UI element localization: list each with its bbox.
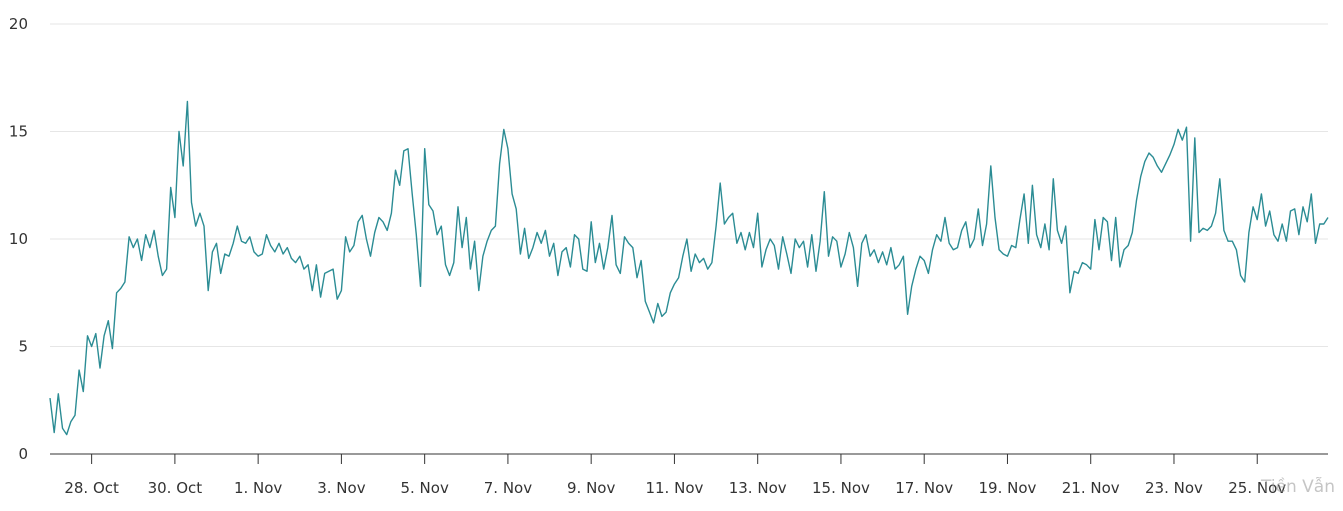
watermark: Tiền Vẫn: [1260, 477, 1335, 497]
x-tick-label: 3. Nov: [317, 479, 365, 497]
x-tick-label: 7. Nov: [484, 479, 532, 497]
x-tick-label: 28. Oct: [64, 479, 119, 497]
x-tick-label: 15. Nov: [812, 479, 870, 497]
x-axis: 28. Oct 30. Oct 1. Nov 3. Nov 5. Nov 7. Nov 9.…: [50, 453, 1328, 497]
x-tick-label: 17. Nov: [895, 479, 953, 497]
y-tick-label: 5: [18, 338, 28, 356]
y-tick-label: 10: [9, 230, 28, 248]
x-tick-label: 13. Nov: [729, 479, 787, 497]
y-axis-labels: 0 5 10 15 20: [9, 15, 28, 463]
grid-layer: [50, 23, 1328, 347]
y-tick-label: 15: [9, 123, 28, 141]
x-tick-label: 25. Nov: [1228, 479, 1286, 497]
x-tick-label: 11. Nov: [645, 479, 703, 497]
x-tick-label: 9. Nov: [567, 479, 615, 497]
y-tick-label: 0: [18, 445, 28, 463]
x-tick-label: 30. Oct: [148, 479, 203, 497]
x-tick-label: 1. Nov: [234, 479, 282, 497]
y-tick-label: 20: [9, 15, 28, 33]
series-line-0: [49, 100, 1329, 436]
x-tick-label: 5. Nov: [400, 479, 448, 497]
series-layer: [49, 100, 1329, 436]
x-tick-label: 19. Nov: [979, 479, 1037, 497]
x-tick-label: 21. Nov: [1062, 479, 1120, 497]
x-tick-label: 23. Nov: [1145, 479, 1203, 497]
